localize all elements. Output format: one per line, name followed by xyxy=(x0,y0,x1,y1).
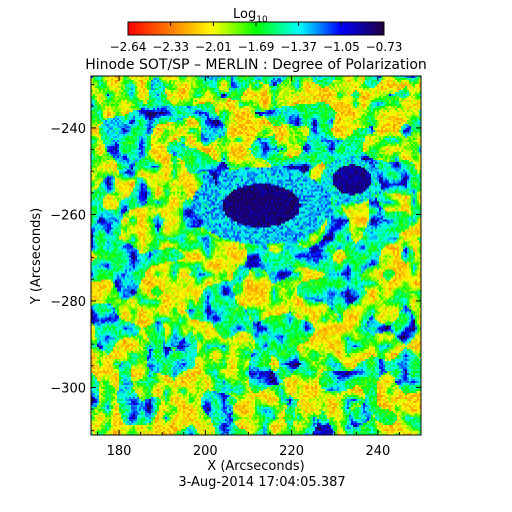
chart-title: Hinode SOT/SP – MERLIN : Degree of Polar… xyxy=(85,57,427,73)
x-tick-label: 220 xyxy=(279,444,304,459)
y-tick-label: −260 xyxy=(50,208,86,223)
y-tick-label: −240 xyxy=(50,122,86,137)
x-tick-label: 240 xyxy=(365,444,390,459)
polarization-heatmap xyxy=(91,76,421,435)
colorbar-tick-label: −0.73 xyxy=(366,40,403,54)
y-axis-label: Y (Arcseconds) xyxy=(29,208,44,305)
colorbar-label: Log10 xyxy=(233,7,268,25)
colorbar-tick-label: −2.01 xyxy=(195,40,232,54)
colorbar-tick-label: −2.33 xyxy=(152,40,189,54)
colorbar-tick-label: −1.05 xyxy=(323,40,360,54)
x-tick-label: 180 xyxy=(107,444,132,459)
x-axis-ticks: 180 200 220 240 xyxy=(96,76,422,459)
colorbar-tick-label: −2.64 xyxy=(110,40,147,54)
y-tick-label: −300 xyxy=(50,381,86,396)
y-tick-label: −280 xyxy=(50,295,86,310)
plot-frame xyxy=(90,75,422,436)
x-tick-label: 200 xyxy=(193,444,218,459)
colorbar-tick-label: −1.69 xyxy=(238,40,275,54)
y-axis-ticks: −240 −260 −280 −300 xyxy=(50,84,421,432)
colorbar-ticks: −2.64 −2.33 −2.01 −1.69 −1.37 −1.05 −0.73 xyxy=(110,22,403,54)
colorbar-tick-label: −1.37 xyxy=(280,40,317,54)
x-axis-label: X (Arcseconds) xyxy=(207,459,304,474)
timestamp: 3-Aug-2014 17:04:05.387 xyxy=(178,475,345,490)
